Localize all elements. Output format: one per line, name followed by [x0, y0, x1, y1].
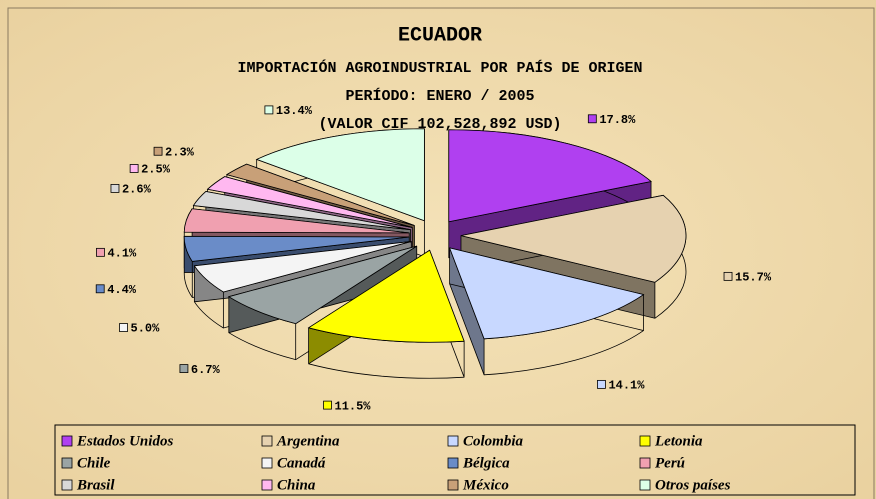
label-swatch	[119, 323, 128, 332]
legend-label: México	[462, 477, 509, 493]
data-label: 6.7%	[191, 363, 221, 377]
legend-swatch	[639, 435, 651, 447]
legend-swatch	[639, 479, 651, 491]
label-swatch	[129, 164, 139, 173]
legend-box	[54, 424, 856, 496]
label-swatch	[96, 247, 105, 257]
label-swatch	[587, 114, 597, 124]
legend-swatch	[261, 479, 273, 491]
legend-label: Brasil	[76, 477, 115, 493]
chart-title: ECUADOR	[398, 24, 482, 47]
data-label: 5.0%	[131, 322, 161, 336]
data-label: 11.5%	[335, 399, 372, 413]
legend-label: Bélgica	[462, 455, 510, 471]
slice	[225, 163, 415, 226]
slice	[183, 235, 410, 262]
legend-label: Colombia	[463, 433, 524, 449]
legend-label: Estados Unidos	[76, 433, 173, 449]
legend-swatch	[61, 457, 73, 469]
subtitle: (VALOR CIF 102,528,892 USD)	[318, 116, 561, 133]
slice	[460, 194, 687, 283]
data-label: 13.4%	[276, 104, 313, 118]
slice	[227, 245, 417, 325]
legend-swatch	[447, 457, 459, 469]
label-swatch	[179, 364, 189, 373]
legend-label: Otros países	[655, 477, 731, 493]
data-label: 4.4%	[107, 283, 137, 297]
data-label: 4.1%	[107, 247, 137, 261]
subtitle: PERÍODO: ENERO / 2005	[345, 87, 534, 105]
legend-label: Chile	[77, 455, 111, 471]
data-label: 17.8%	[599, 113, 636, 127]
slice	[448, 129, 652, 223]
data-label: 2.3%	[165, 145, 195, 159]
label-swatch	[597, 379, 606, 389]
slice	[183, 208, 410, 234]
legend-swatch	[639, 457, 651, 469]
label-swatch	[264, 105, 274, 115]
slice	[448, 247, 645, 340]
legend-label: Perú	[655, 455, 685, 471]
data-label: 14.1%	[608, 379, 645, 393]
legend-label: Canadá	[277, 455, 326, 471]
label-swatch	[110, 184, 120, 193]
slice	[307, 249, 465, 343]
slice	[193, 241, 412, 293]
label-swatch	[323, 400, 332, 410]
legend-label: China	[277, 477, 316, 493]
label-swatch	[153, 146, 163, 156]
legend-swatch	[61, 479, 73, 491]
legend-swatch	[447, 479, 459, 491]
slice	[255, 128, 425, 222]
label-swatch	[95, 284, 105, 294]
data-label: 2.6%	[122, 183, 152, 197]
slice	[206, 176, 413, 228]
label-swatch	[723, 271, 733, 281]
legend-swatch	[61, 435, 73, 447]
subtitle: IMPORTACIÓN AGROINDUSTRIAL POR PAÍS DE O…	[237, 59, 642, 77]
slice	[192, 191, 411, 231]
legend-label: Argentina	[276, 433, 340, 449]
legend-label: Letonia	[654, 433, 703, 449]
frame	[7, 7, 875, 499]
legend-swatch	[261, 457, 273, 469]
legend-swatch	[447, 435, 459, 447]
data-label: 15.7%	[735, 271, 772, 285]
data-label: 2.5%	[141, 163, 171, 177]
legend-swatch	[261, 435, 273, 447]
